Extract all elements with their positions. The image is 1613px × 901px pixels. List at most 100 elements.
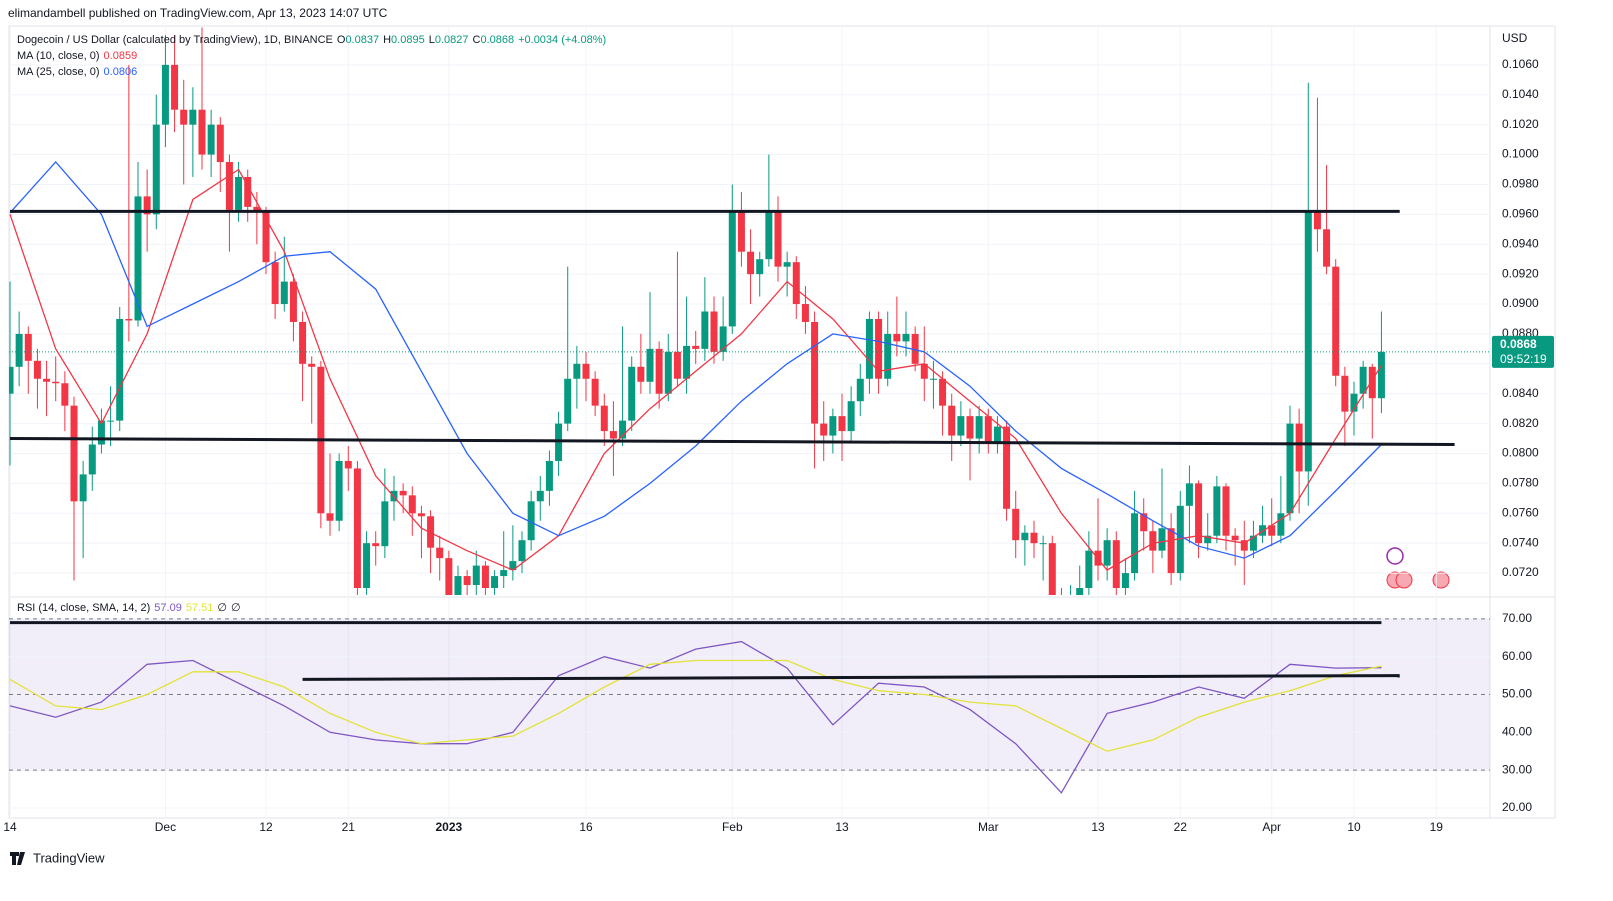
candle-body — [756, 259, 764, 275]
y-tick-label: 0.1000 — [1502, 147, 1539, 161]
candle-body — [171, 64, 179, 110]
candle-body — [43, 378, 51, 382]
candle-body — [1204, 535, 1212, 544]
ohlc-value: 0.0895 — [391, 34, 425, 46]
candle-body — [472, 565, 480, 586]
candle-body — [344, 460, 352, 469]
currency: USD — [1502, 31, 1528, 45]
candle-body — [518, 540, 526, 562]
change: +0.0034 (+4.08%) — [518, 34, 607, 46]
candle-body — [52, 381, 60, 384]
candle-body — [134, 196, 142, 321]
ohlc-key: H — [383, 34, 392, 46]
candle-body — [564, 378, 572, 424]
y-tick-label: 0.0780 — [1502, 476, 1539, 490]
candle-body — [1231, 535, 1239, 541]
x-tick-label: Feb — [722, 820, 743, 834]
candle-body — [728, 211, 736, 327]
ohlc-key: C — [472, 34, 481, 46]
price-legend: Dogecoin / US Dollar (calculated by Trad… — [17, 32, 610, 80]
candle-body — [673, 351, 681, 379]
y-tick-label: 0.0900 — [1502, 296, 1539, 310]
candle-body — [1368, 366, 1376, 399]
candle-body — [966, 416, 974, 439]
ohlc-value: 0.0837 — [345, 34, 380, 46]
x-tick-label: 14 — [3, 820, 17, 834]
candle-body — [591, 378, 599, 406]
x-tick-label: 19 — [1430, 820, 1444, 834]
indicator-line — [9, 168, 1382, 571]
candle-body — [856, 378, 864, 402]
candle-body — [24, 333, 32, 361]
candle-body — [600, 405, 608, 432]
candle-body — [820, 423, 828, 436]
candle-body — [1067, 603, 1074, 618]
candle-body — [198, 109, 206, 155]
candle-body — [573, 363, 581, 379]
candle-body — [216, 124, 224, 163]
rsi-title: RSI (14, close, SMA, 14, 2) — [17, 602, 151, 614]
candle-body — [1268, 525, 1276, 536]
candle-body — [646, 348, 654, 382]
x-tick-label: 12 — [259, 820, 273, 834]
candle-body — [500, 570, 508, 577]
candle-body — [308, 363, 316, 367]
event-icons — [1386, 547, 1450, 589]
candle-body — [929, 378, 937, 380]
ohlc-key: O — [336, 34, 346, 46]
ohlc-key: L — [428, 34, 435, 46]
candle-body — [1048, 543, 1056, 595]
candle-body — [454, 576, 462, 595]
candle-body — [1341, 375, 1349, 412]
candle-body — [143, 196, 151, 215]
candle-body — [1021, 532, 1029, 541]
x-tick-label: 16 — [579, 820, 593, 834]
candle-body — [1185, 483, 1193, 506]
indicator-value: 57.51 — [185, 602, 214, 614]
candle-body — [1350, 393, 1358, 412]
candle-body — [911, 333, 919, 364]
candle-body — [1332, 266, 1340, 376]
candle-body — [427, 516, 435, 548]
candle-body — [838, 416, 846, 432]
candle-body — [701, 311, 709, 349]
candle-body — [582, 363, 590, 379]
candle-body — [61, 383, 69, 406]
candle-body — [619, 420, 627, 439]
y-tick-label: 30.00 — [1502, 762, 1532, 776]
candle-body — [244, 176, 252, 207]
candle-body — [1121, 573, 1129, 589]
y-tick-label: 0.0840 — [1502, 386, 1539, 400]
candle-body — [829, 416, 837, 436]
countdown: 09:52:19 — [1500, 352, 1547, 366]
candle-body — [1131, 513, 1139, 574]
trend-line — [9, 437, 1455, 447]
y-tick-label: 0.0920 — [1502, 266, 1539, 280]
candle-body — [1103, 540, 1111, 566]
ohlc-value: 0.0827 — [434, 34, 469, 46]
candle-body — [107, 420, 115, 422]
candle-body — [774, 211, 782, 267]
indicator-line — [9, 161, 1382, 559]
indicator-line — [9, 640, 1382, 794]
y-tick-label: 0.0960 — [1502, 207, 1539, 221]
candle-body — [125, 318, 133, 321]
x-tick-label: Dec — [155, 820, 176, 834]
candle-body — [1304, 211, 1312, 472]
brand: TradingView — [33, 850, 105, 865]
candle-body — [957, 416, 965, 436]
candle-body — [1323, 229, 1331, 267]
last-price-box — [1492, 335, 1554, 368]
candle-body — [683, 345, 691, 379]
candle-body — [737, 211, 745, 252]
candle-body — [436, 547, 444, 559]
candle-body — [536, 490, 544, 502]
candle-body — [399, 490, 407, 496]
y-tick-label: 20.00 — [1502, 800, 1532, 814]
brand-logo — [10, 852, 25, 865]
candle-body — [609, 431, 617, 439]
candle-body — [884, 333, 892, 379]
candle-body — [1313, 211, 1321, 230]
candle-body — [1286, 423, 1294, 514]
